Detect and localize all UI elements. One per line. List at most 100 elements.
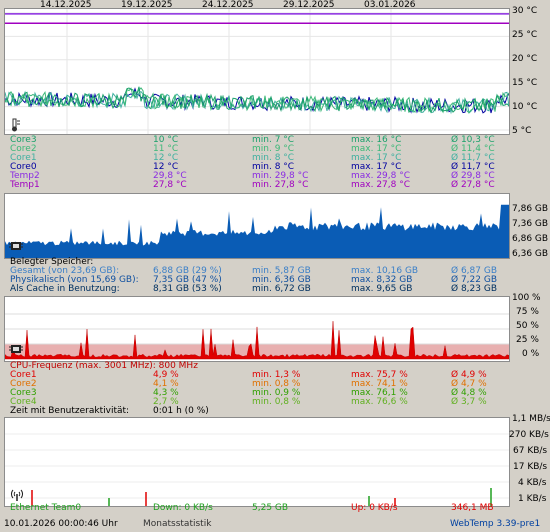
cpu-frequency: CPU-Frequenz (max. 3001 MHz): 800 MHz bbox=[10, 362, 510, 371]
temperature-table: Core3 10 °C min. 7 °C max. 16 °C Ø 10,3 … bbox=[10, 136, 510, 190]
table-row: Core0 12 °C min. 8 °C max. 17 °C Ø 11,7 … bbox=[10, 163, 510, 172]
network-name: Ethernet Team0 bbox=[10, 503, 82, 513]
memory-name: Physikalisch (von 15,69 GB): bbox=[10, 275, 139, 285]
axis-tick-label: 75 % bbox=[516, 307, 539, 317]
network-plot bbox=[5, 433, 509, 506]
max-value: max. 8,32 GB bbox=[351, 275, 413, 285]
axis-tick-label: 25 °C bbox=[512, 30, 538, 40]
avg-value: Ø 29,8 °C bbox=[451, 171, 495, 181]
date-label: 24.12.2025 bbox=[202, 0, 254, 10]
avg-value: Ø 4,9 % bbox=[451, 370, 487, 380]
current-value: 12 °C bbox=[153, 153, 179, 163]
current-value: 2,7 % bbox=[153, 397, 179, 407]
max-value: max. 75,7 % bbox=[351, 370, 408, 380]
timestamp: 10.01.2026 00:00:46 Uhr bbox=[4, 519, 118, 529]
sensor-name: Core1 bbox=[10, 153, 37, 163]
min-value: min. 0,8 % bbox=[252, 379, 301, 389]
statistic-mode[interactable]: Monatsstatistik bbox=[143, 519, 212, 529]
activity-row: Zeit mit Benutzeraktivität: 0:01 h (0 %) bbox=[10, 407, 510, 416]
table-row: Core1 4,9 % min. 1,3 % max. 75,7 % Ø 4,9… bbox=[10, 371, 510, 380]
sensor-name: Temp2 bbox=[10, 171, 40, 181]
memory-name: Gesamt (von 23,69 GB): bbox=[10, 266, 120, 276]
avg-value: Ø 8,23 GB bbox=[451, 284, 497, 294]
axis-tick-label: 6,86 GB bbox=[512, 234, 549, 244]
avg-value: Ø 11,7 °C bbox=[451, 153, 495, 163]
cpu-graph bbox=[4, 296, 510, 362]
temperature-axis: 30 °C 25 °C 20 °C 15 °C 10 °C 5 °C bbox=[512, 7, 550, 137]
axis-tick-label: 1 KB/s bbox=[518, 494, 547, 504]
avg-value: Ø 10,3 °C bbox=[451, 135, 495, 145]
axis-tick-label: 20 °C bbox=[512, 54, 538, 64]
min-value: min. 1,3 % bbox=[252, 370, 301, 380]
current-value: 11 °C bbox=[153, 144, 179, 154]
avg-value: Ø 11,4 °C bbox=[451, 144, 495, 154]
axis-tick-label: 100 % bbox=[512, 293, 541, 303]
down-rate: Down: 0 KB/s bbox=[153, 503, 213, 513]
avg-value: Ø 4,7 % bbox=[451, 379, 487, 389]
series-line bbox=[5, 86, 509, 114]
table-row: Physikalisch (von 15,69 GB): 7,35 GB (47… bbox=[10, 276, 510, 285]
date-label: 29.12.2025 bbox=[283, 0, 335, 10]
axis-tick-label: 25 % bbox=[516, 335, 539, 345]
min-value: min. 27,8 °C bbox=[252, 180, 309, 190]
table-row: Core3 4,3 % min. 0,9 % max. 76,1 % Ø 4,8… bbox=[10, 389, 510, 398]
memory-title: Belegter Speicher: bbox=[10, 258, 510, 267]
max-value: max. 27,8 °C bbox=[351, 180, 411, 190]
sensor-name: Core2 bbox=[10, 144, 37, 154]
core-name: Core2 bbox=[10, 379, 37, 389]
activity-value: 0:01 h (0 %) bbox=[153, 406, 209, 416]
max-value: max. 16 °C bbox=[351, 135, 402, 145]
table-row: Core1 12 °C min. 8 °C max. 17 °C Ø 11,7 … bbox=[10, 154, 510, 163]
avg-value: Ø 27,8 °C bbox=[451, 180, 495, 190]
axis-tick-label: 67 KB/s bbox=[513, 446, 548, 456]
core-name: Core4 bbox=[10, 397, 37, 407]
min-value: min. 8 °C bbox=[252, 153, 295, 163]
table-row: Temp1 27,8 °C min. 27,8 °C max. 27,8 °C … bbox=[10, 181, 510, 190]
max-value: max. 17 °C bbox=[351, 144, 402, 154]
current-value: 27,8 °C bbox=[153, 180, 187, 190]
avg-value: Ø 7,22 GB bbox=[451, 275, 497, 285]
min-value: min. 0,8 % bbox=[252, 397, 301, 407]
down-total: 5,25 GB bbox=[252, 503, 289, 513]
current-value: 4,1 % bbox=[153, 379, 179, 389]
axis-tick-label: 270 KB/s bbox=[509, 430, 549, 440]
date-label: 19.12.2025 bbox=[121, 0, 173, 10]
sensor-name: Temp1 bbox=[10, 180, 40, 190]
min-value: min. 29,8 °C bbox=[252, 171, 309, 181]
memory-area bbox=[5, 204, 509, 258]
max-value: max. 74,1 % bbox=[351, 379, 408, 389]
memory-table: Belegter Speicher: Gesamt (von 23,69 GB)… bbox=[10, 258, 510, 294]
current-value: 6,88 GB (29 %) bbox=[153, 266, 222, 276]
axis-tick-label: 10 °C bbox=[512, 102, 538, 112]
current-value: 12 °C bbox=[153, 162, 179, 172]
section-title: Belegter Speicher: bbox=[10, 257, 94, 267]
series-line bbox=[5, 90, 509, 115]
cpu-axis: 100 % 75 % 50 % 25 % 0 % bbox=[512, 294, 550, 364]
date-label: 14.12.2025 bbox=[40, 0, 92, 10]
version-link[interactable]: WebTemp 3.39-pre1 bbox=[450, 519, 541, 529]
core-name: Core3 bbox=[10, 388, 37, 398]
axis-tick-label: 17 KB/s bbox=[513, 462, 548, 472]
axis-tick-label: 6,36 GB bbox=[512, 249, 549, 259]
table-row: Core2 11 °C min. 9 °C max. 17 °C Ø 11,4 … bbox=[10, 145, 510, 154]
cpu-plot bbox=[5, 313, 509, 360]
max-value: max. 17 °C bbox=[351, 162, 402, 172]
max-value: max. 17 °C bbox=[351, 153, 402, 163]
current-value: 4,9 % bbox=[153, 370, 179, 380]
current-value: 29,8 °C bbox=[153, 171, 187, 181]
table-row: Gesamt (von 23,69 GB): 6,88 GB (29 %) mi… bbox=[10, 267, 510, 276]
axis-tick-label: 15 °C bbox=[512, 78, 538, 88]
current-value: 10 °C bbox=[153, 135, 179, 145]
axis-tick-label: 4 KB/s bbox=[518, 478, 547, 488]
core-name: Core1 bbox=[10, 370, 37, 380]
network-axis: 1,1 MB/s 270 KB/s 67 KB/s 17 KB/s 4 KB/s… bbox=[509, 415, 550, 505]
cpu-area bbox=[5, 321, 509, 360]
network-table: Ethernet Team0 Down: 0 KB/s 5,25 GB Up: … bbox=[10, 504, 510, 513]
max-value: max. 76,6 % bbox=[351, 397, 408, 407]
frequency-text: CPU-Frequenz (max. 3001 MHz): 800 MHz bbox=[10, 361, 198, 371]
min-value: min. 6,72 GB bbox=[252, 284, 311, 294]
up-rate: Up: 0 KB/s bbox=[351, 503, 398, 513]
table-row: Core2 4,1 % min. 0,8 % max. 74,1 % Ø 4,7… bbox=[10, 380, 510, 389]
axis-tick-label: 5 °C bbox=[512, 126, 532, 136]
max-value: max. 9,65 GB bbox=[351, 284, 413, 294]
